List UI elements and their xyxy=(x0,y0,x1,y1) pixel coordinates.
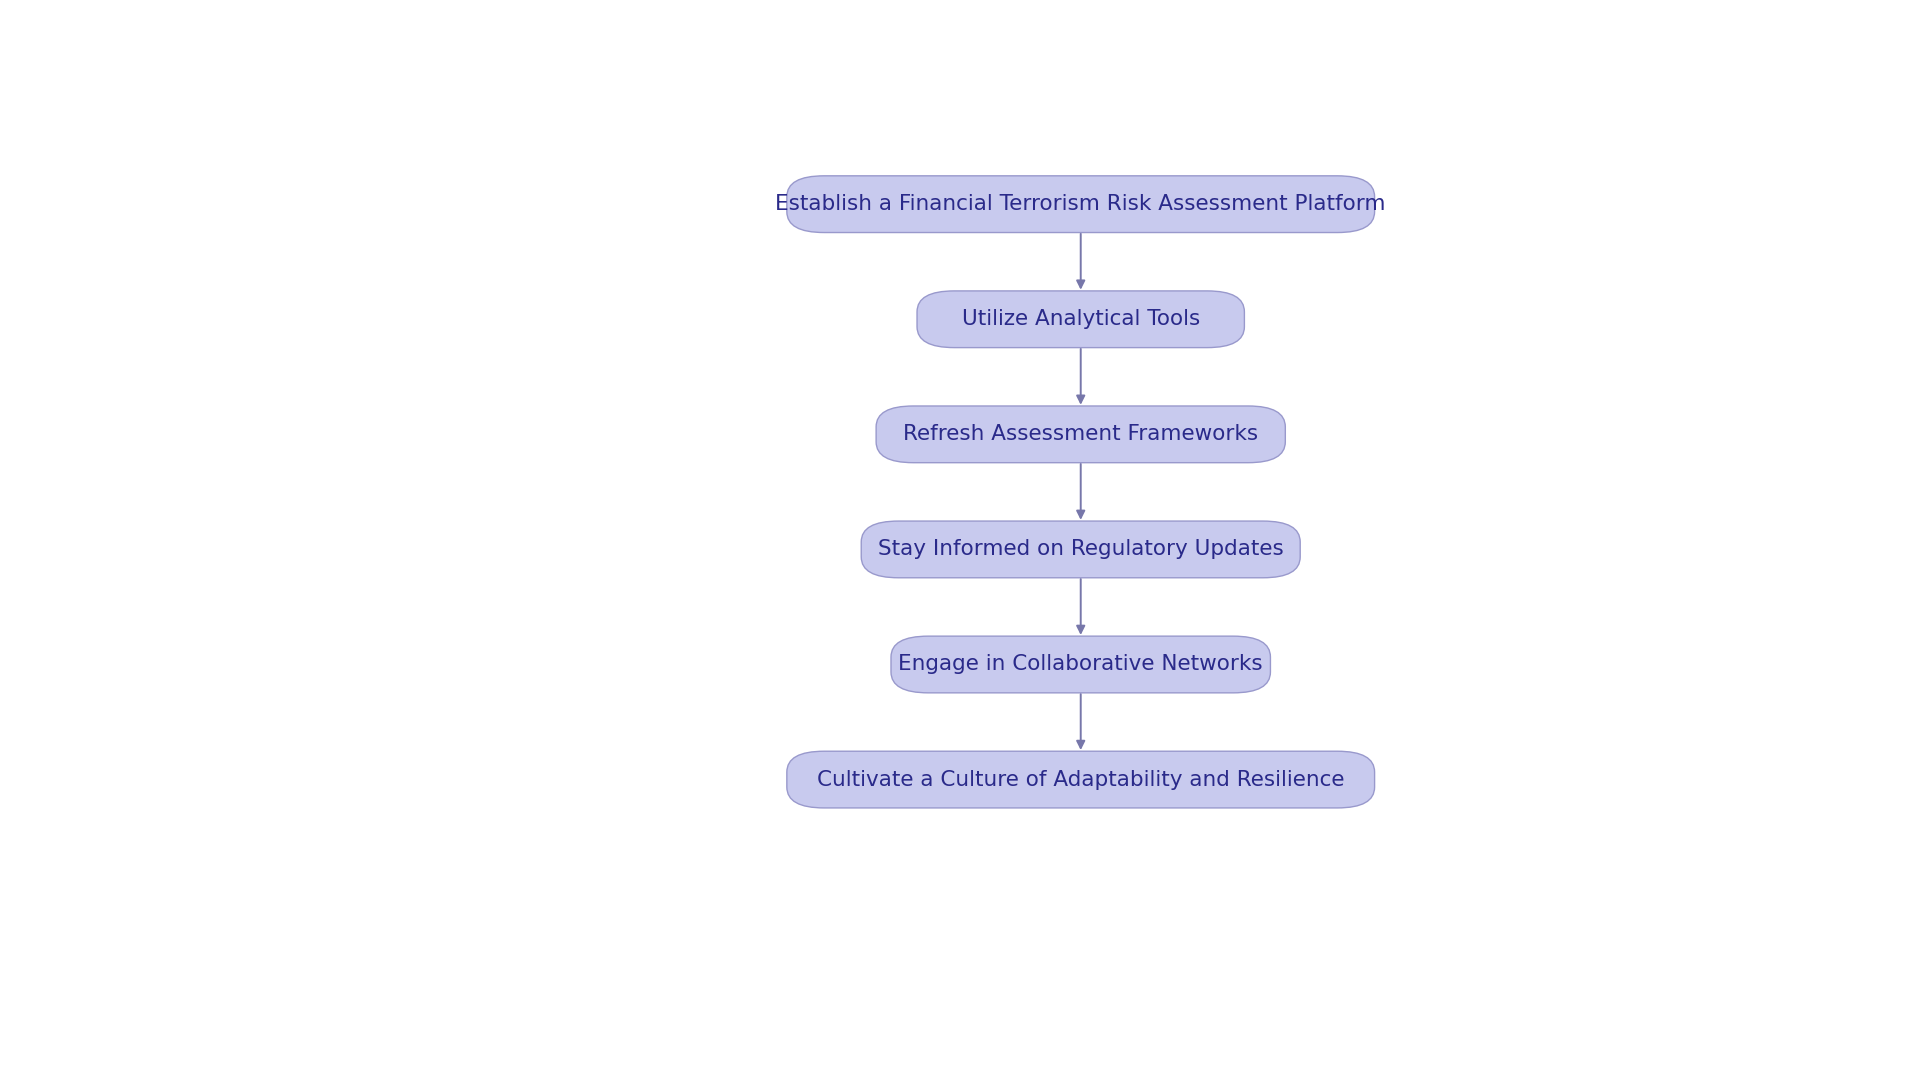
Text: Utilize Analytical Tools: Utilize Analytical Tools xyxy=(962,310,1200,329)
Text: Stay Informed on Regulatory Updates: Stay Informed on Regulatory Updates xyxy=(877,539,1284,560)
FancyBboxPatch shape xyxy=(918,291,1244,348)
Text: Cultivate a Culture of Adaptability and Resilience: Cultivate a Culture of Adaptability and … xyxy=(818,770,1344,790)
FancyBboxPatch shape xyxy=(891,636,1271,693)
Text: Refresh Assessment Frameworks: Refresh Assessment Frameworks xyxy=(902,425,1258,444)
FancyBboxPatch shape xyxy=(876,406,1284,462)
FancyBboxPatch shape xyxy=(787,752,1375,808)
Text: Establish a Financial Terrorism Risk Assessment Platform: Establish a Financial Terrorism Risk Ass… xyxy=(776,194,1386,214)
FancyBboxPatch shape xyxy=(862,521,1300,577)
FancyBboxPatch shape xyxy=(787,175,1375,233)
Text: Engage in Collaborative Networks: Engage in Collaborative Networks xyxy=(899,654,1263,675)
